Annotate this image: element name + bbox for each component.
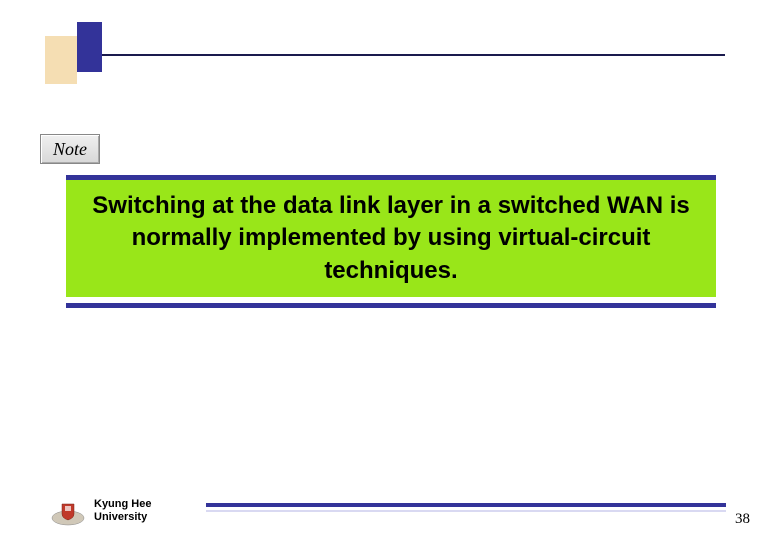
blue-block <box>77 22 102 72</box>
beige-block <box>45 36 77 84</box>
university-logo-icon <box>50 498 86 526</box>
header-line <box>70 54 725 56</box>
footer-light-line <box>206 510 726 512</box>
footer-line <box>206 503 726 507</box>
callout: Switching at the data link layer in a sw… <box>66 175 716 308</box>
university-name: Kyung Hee University <box>94 498 151 524</box>
callout-body: Switching at the data link layer in a sw… <box>66 180 716 297</box>
callout-text: Switching at the data link layer in a sw… <box>86 190 696 287</box>
university-name-line2: University <box>94 511 147 523</box>
callout-bottom-border <box>66 303 716 308</box>
note-box: Note <box>40 134 100 164</box>
university-name-line1: Kyung Hee <box>94 498 151 510</box>
page-number: 38 <box>735 511 750 528</box>
note-label: Note <box>53 139 87 160</box>
